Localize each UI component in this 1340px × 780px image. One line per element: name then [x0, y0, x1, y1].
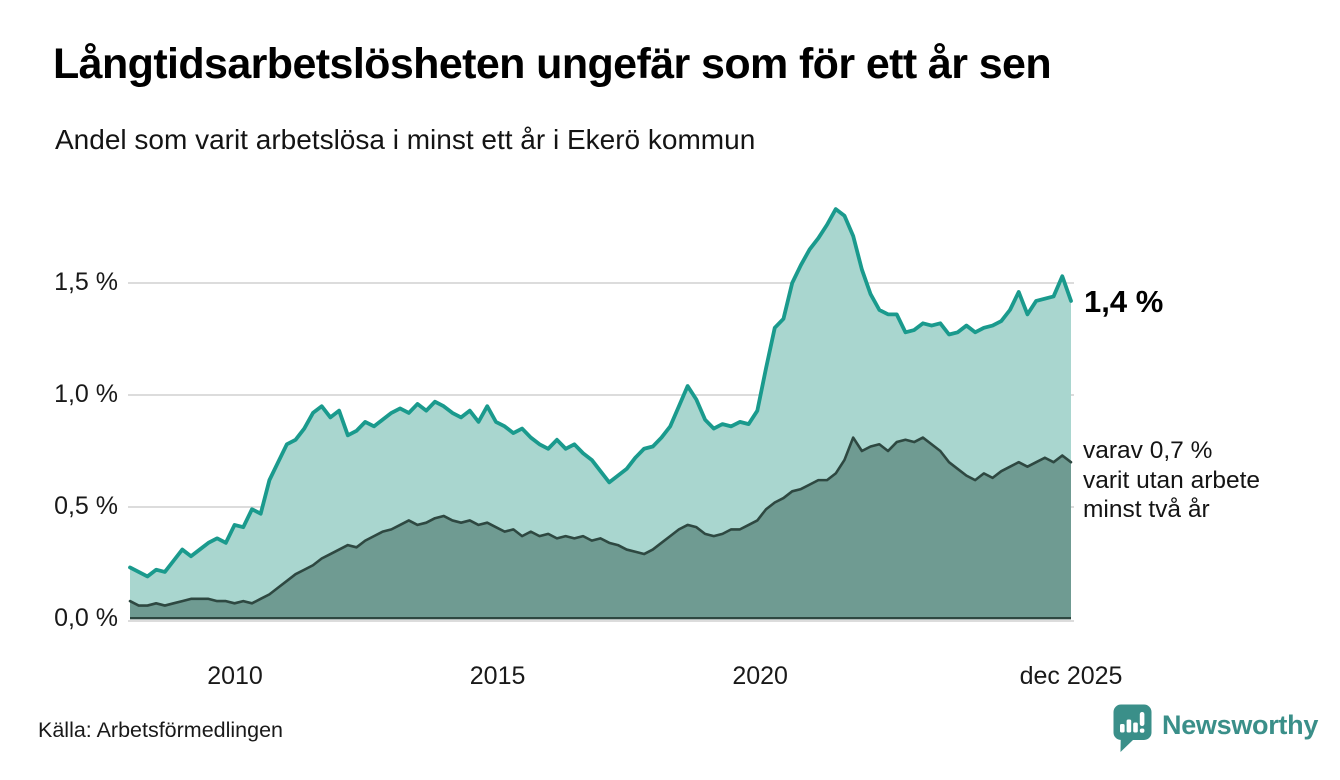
- x-tick-label: 2010: [207, 662, 263, 690]
- x-tick-label: 2020: [732, 662, 788, 690]
- x-tick-label: dec 2025: [1019, 662, 1123, 690]
- newsworthy-logo: Newsworthy: [1112, 704, 1318, 753]
- annotation-line: minst två år: [1083, 496, 1210, 524]
- series-fill-two-years: [130, 437, 1071, 619]
- x-tick-label: 2015: [469, 662, 526, 690]
- chart-title: Långtidsarbetslösheten ungefär som för e…: [53, 40, 1052, 88]
- value-label-latest: 1,4 %: [1084, 283, 1164, 319]
- annotation-line: varav 0,7 %: [1083, 437, 1213, 465]
- y-tick-label: 0,0 %: [54, 604, 118, 632]
- y-tick-label: 0,5 %: [54, 492, 118, 520]
- annotation-two-years: varav 0,7 % varit utan arbete minst två …: [1083, 436, 1260, 525]
- newsworthy-logo-icon: [1113, 704, 1152, 752]
- y-tick-label: 1,5 %: [54, 268, 118, 296]
- source-note: Källa: Arbetsförmedlingen: [38, 718, 284, 742]
- newsworthy-wordmark: Newsworthy: [1162, 710, 1319, 740]
- chart-subtitle: Andel som varit arbetslösa i minst ett å…: [55, 124, 756, 155]
- y-tick-label: 1,0 %: [54, 380, 118, 408]
- series-line-two-years: [128, 436, 1073, 607]
- annotation-line: varit utan arbete: [1083, 466, 1261, 494]
- series-line-one-year: [128, 207, 1073, 579]
